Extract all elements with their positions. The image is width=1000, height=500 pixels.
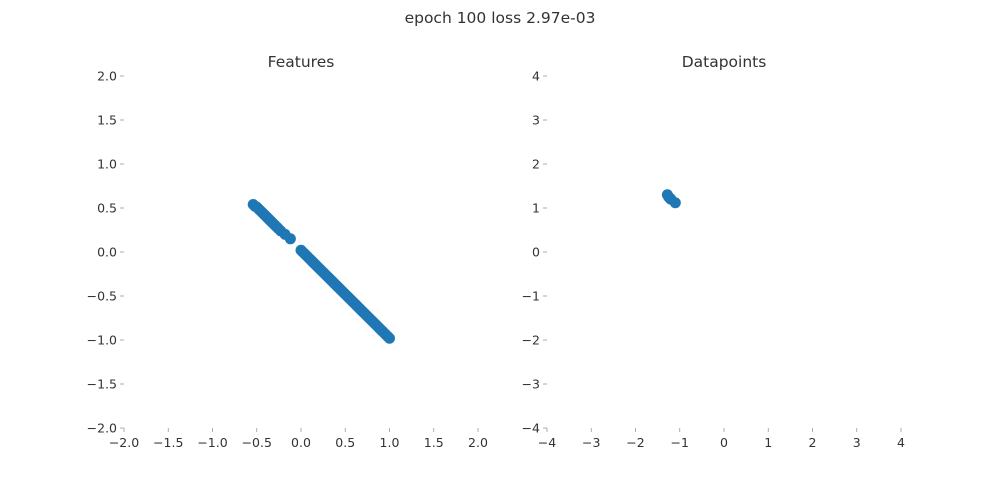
features-points <box>247 198 395 344</box>
features-x-tick-label: 1.5 <box>424 435 444 450</box>
datapoints-x-tick-label: −2 <box>626 435 644 450</box>
features-x-tick-label: 1.0 <box>380 435 400 450</box>
figure-suptitle: epoch 100 loss 2.97e-03 <box>405 9 596 27</box>
datapoints-points <box>661 189 681 209</box>
features-point <box>284 233 296 245</box>
datapoints-x-ticks: −4 −3 −2 −1 0 1 2 3 4 <box>538 428 905 450</box>
features-axes: Features −2.0 −1.5 −1.0 −0.5 0.0 0.5 1.0 1.5 2.0… <box>87 53 488 450</box>
datapoints-x-tick-label: 1 <box>764 435 772 450</box>
features-x-tick-label: 2.0 <box>468 435 488 450</box>
datapoints-x-tick-label: 2 <box>809 435 817 450</box>
datapoints-y-tick-label: −4 <box>522 421 540 436</box>
features-x-tick-label: −0.5 <box>242 435 272 450</box>
datapoints-y-tick-label: 2 <box>532 157 540 172</box>
features-y-tick-label: 1.5 <box>97 113 117 128</box>
features-x-tick-label: −1.5 <box>153 435 183 450</box>
datapoints-axes: Datapoints −4 −3 −2 −1 0 1 2 3 4 −4 −3 −2 −1 0 1 2 3 4 <box>522 53 905 450</box>
features-y-tick-label: 2.0 <box>97 69 117 84</box>
features-y-tick-label: 1.0 <box>97 157 117 172</box>
datapoints-title: Datapoints <box>682 53 767 71</box>
datapoints-x-tick-label: 0 <box>720 435 728 450</box>
datapoints-x-tick-label: 3 <box>853 435 861 450</box>
datapoints-y-tick-label: 0 <box>532 245 540 260</box>
features-y-tick-label: −1.5 <box>87 377 117 392</box>
features-y-tick-label: −2.0 <box>87 421 117 436</box>
features-y-ticks: −2.0 −1.5 −1.0 −0.5 0.0 0.5 1.0 1.5 2.0 <box>87 69 124 436</box>
datapoints-x-tick-label: −1 <box>671 435 689 450</box>
datapoints-x-tick-label: 4 <box>897 435 905 450</box>
datapoints-y-tick-label: −1 <box>522 289 540 304</box>
features-y-tick-label: 0.0 <box>97 245 117 260</box>
features-y-tick-label: 0.5 <box>97 201 117 216</box>
features-x-tick-label: 0.5 <box>335 435 355 450</box>
features-title: Features <box>268 53 335 71</box>
datapoints-y-tick-label: −3 <box>522 377 540 392</box>
datapoints-y-tick-label: 1 <box>532 201 540 216</box>
datapoints-y-tick-label: 4 <box>532 69 540 84</box>
datapoints-point <box>669 197 681 209</box>
features-x-tick-label: 0.0 <box>291 435 311 450</box>
features-y-tick-label: −1.0 <box>87 333 117 348</box>
datapoints-x-tick-label: −3 <box>582 435 600 450</box>
features-x-ticks: −2.0 −1.5 −1.0 −0.5 0.0 0.5 1.0 1.5 2.0 <box>109 428 488 450</box>
features-x-tick-label: −1.0 <box>197 435 227 450</box>
features-y-tick-label: −0.5 <box>87 289 117 304</box>
datapoints-y-tick-label: −2 <box>522 333 540 348</box>
features-point <box>384 332 395 344</box>
datapoints-y-ticks: −4 −3 −2 −1 0 1 2 3 4 <box>522 69 547 436</box>
datapoints-x-tick-label: −4 <box>538 435 556 450</box>
datapoints-y-tick-label: 3 <box>532 113 540 128</box>
features-x-tick-label: −2.0 <box>109 435 139 450</box>
